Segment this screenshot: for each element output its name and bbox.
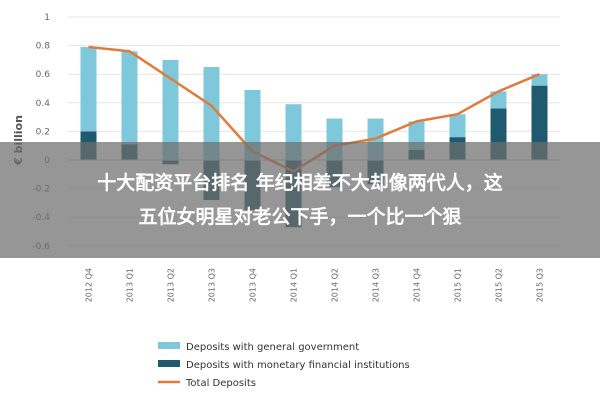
bar-general-government	[121, 51, 138, 145]
bar-general-government	[162, 59, 179, 160]
bar-general-government	[490, 91, 507, 109]
x-tick-label: 2013 Q2	[167, 268, 176, 302]
legend-label-total: Total Deposits	[185, 378, 256, 389]
bar-general-government	[531, 74, 548, 86]
legend-label-general-government: Deposits with general government	[186, 342, 359, 353]
x-tick-label: 2013 Q4	[249, 268, 258, 302]
headline-text: 十大配资平台排名 年纪相差不大却像两代人，这 五位女明星对老公下手，一个比一个狠	[97, 172, 503, 228]
x-tick-label: 2014 Q3	[372, 268, 381, 302]
legend-label-mfi: Deposits with monetary financial institu…	[186, 360, 410, 371]
y-tick-label: 0.4	[36, 99, 51, 109]
bar-general-government	[80, 47, 97, 132]
headline-banner[interactable]: 十大配资平台排名 年纪相差不大却像两代人，这 五位女明星对老公下手，一个比一个狠	[0, 142, 600, 258]
legend-swatch-mfi	[158, 360, 180, 367]
y-tick-label: 1	[44, 13, 50, 23]
y-tick-label: 0.8	[36, 42, 51, 52]
y-tick-label: 0.6	[36, 70, 51, 80]
y-tick-label: 0.2	[36, 127, 50, 137]
x-tick-label: 2014 Q2	[331, 268, 340, 302]
x-tick-label: 2013 Q3	[208, 268, 217, 302]
x-tick-label: 2015 Q3	[536, 268, 545, 302]
x-tick-label: 2015 Q2	[495, 268, 504, 302]
x-tick-labels: 2012 Q4 2013 Q1 2013 Q2 2013 Q3 2013 Q4 2014 …	[85, 268, 545, 302]
bar-mfi	[531, 85, 548, 160]
x-tick-label: 2012 Q4	[85, 268, 94, 302]
x-tick-label: 2013 Q1	[126, 268, 135, 302]
x-tick-label: 2014 Q1	[290, 268, 299, 302]
bar-general-government	[203, 67, 220, 160]
legend-swatch-general-government	[158, 342, 180, 349]
x-tick-label: 2014 Q4	[413, 268, 422, 302]
bar-general-government	[449, 114, 466, 138]
legend: Deposits with general government Deposit…	[158, 342, 410, 389]
x-tick-label: 2015 Q1	[454, 268, 463, 302]
